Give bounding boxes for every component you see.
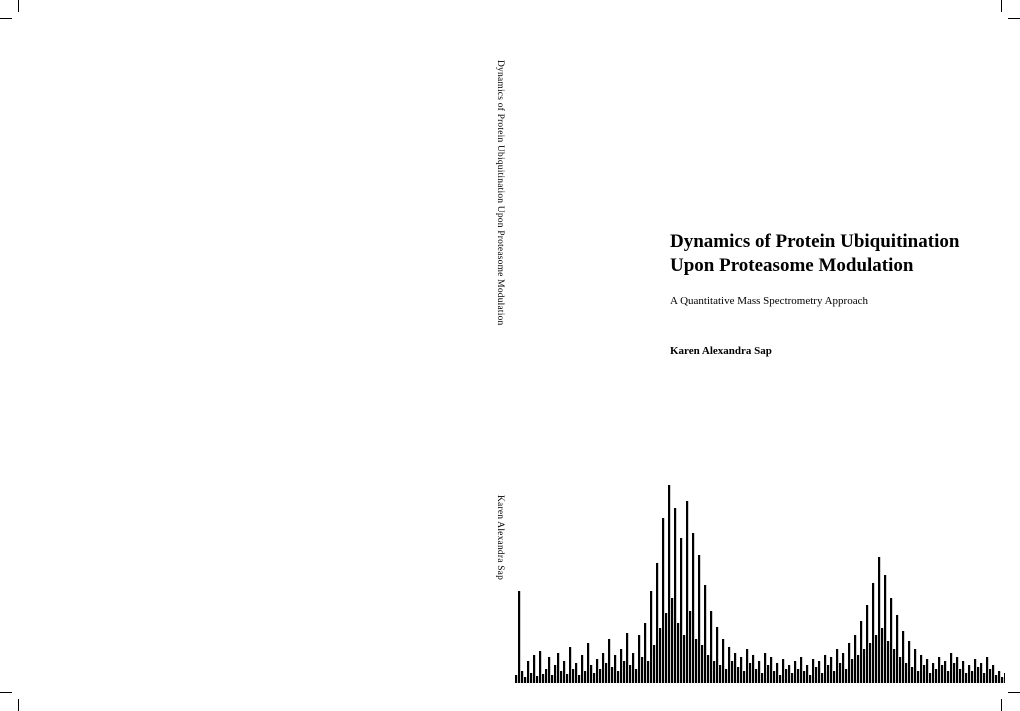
spine-title: Dynamics of Protein Ubiquitination Upon … (495, 60, 505, 326)
front-cover-text: Dynamics of Protein Ubiquitination Upon … (670, 230, 990, 357)
cover-subtitle: A Quantitative Mass Spectrometry Approac… (670, 295, 990, 307)
spine-author: Karen Alexandra Sap (495, 495, 505, 580)
cover-title: Dynamics of Protein Ubiquitination Upon … (670, 230, 990, 279)
crop-mark-top-left (6, 6, 26, 26)
crop-mark-bottom-right (994, 685, 1014, 705)
cover-author: Karen Alexandra Sap (670, 345, 990, 357)
book-spine: Dynamics of Protein Ubiquitination Upon … (495, 60, 515, 620)
crop-mark-bottom-left (6, 685, 26, 705)
mass-spectrum-graphic (515, 463, 1005, 683)
crop-mark-top-right (994, 6, 1014, 26)
